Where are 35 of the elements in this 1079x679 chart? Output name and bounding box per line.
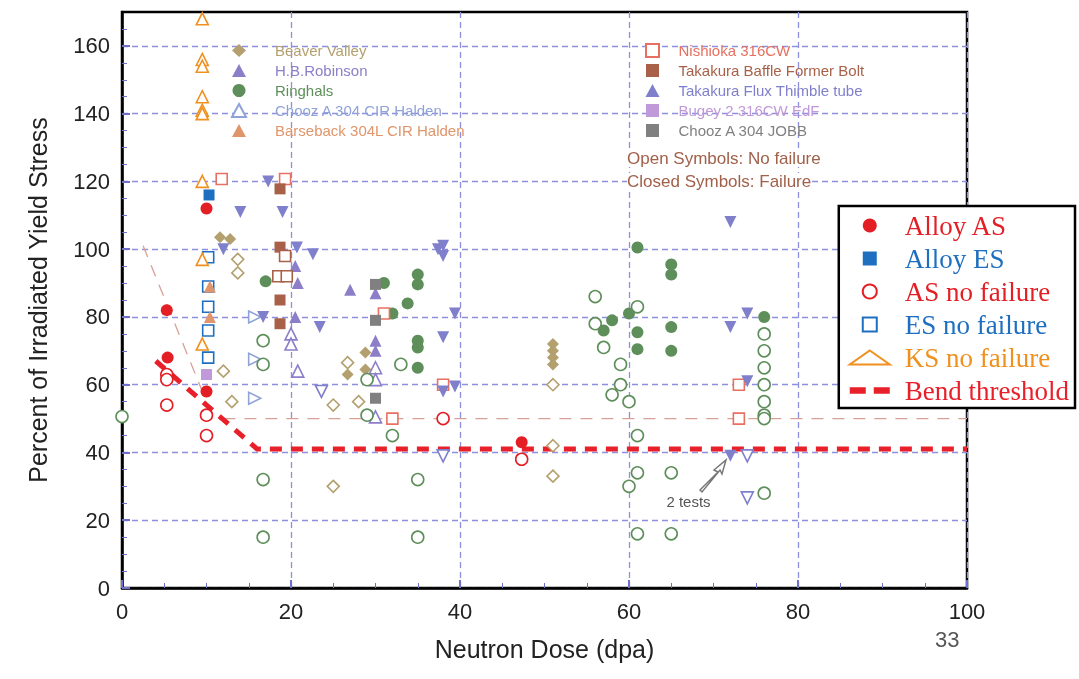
legend-label: Alloy AS [904, 210, 1007, 241]
y-tick-label: 0 [97, 575, 110, 601]
x-axis-title: Neutron Dose (dpa) [434, 634, 655, 663]
legend-label: Beaver Valley [275, 42, 367, 59]
legend-label: Ringhals [275, 82, 334, 99]
legend-label: KS no failure [904, 342, 1051, 373]
annotation: 2 tests [666, 492, 711, 510]
x-tick-label: 80 [785, 598, 811, 624]
legend-label: H.B.Robinson [275, 62, 368, 79]
legend-label: Takakura Flux Thimble tube [678, 82, 863, 99]
x-tick-label: 40 [447, 598, 473, 624]
y-tick-label: 20 [85, 507, 110, 533]
legend-label: Nishioka 316CW [678, 42, 792, 59]
legend-label: Chooz A 304 JOBB [678, 122, 807, 139]
annotation: Closed Symbols: Failure [627, 172, 812, 191]
y-tick-label: 60 [85, 372, 110, 398]
legend-label: AS no failure [904, 276, 1051, 307]
x-tick-label: 20 [278, 598, 304, 624]
x-tick-label: 60 [616, 598, 642, 624]
y-tick-label: 80 [85, 304, 110, 330]
legend-label: Barseback 304L CIR Halden [275, 122, 465, 139]
legend-label: Takakura Baffle Former Bolt [678, 62, 865, 79]
x-tick-label: 100 [948, 598, 986, 624]
y-tick-label: 40 [85, 439, 110, 465]
annotation: Open Symbols: No failure [627, 149, 821, 168]
y-tick-label: 140 [73, 101, 110, 127]
y-tick-label: 100 [73, 236, 110, 262]
y-axis-title: Percent of Irradiated Yield Stress [23, 117, 52, 483]
legend-label: Bend threshold [904, 375, 1070, 406]
legend-label: ES no failure [904, 309, 1048, 340]
x-tick-label: 0 [115, 598, 129, 624]
legend-label: Alloy ES [904, 243, 1005, 274]
y-tick-label: 160 [73, 33, 110, 59]
text: 33 [935, 626, 960, 652]
y-tick-label: 120 [73, 168, 110, 194]
